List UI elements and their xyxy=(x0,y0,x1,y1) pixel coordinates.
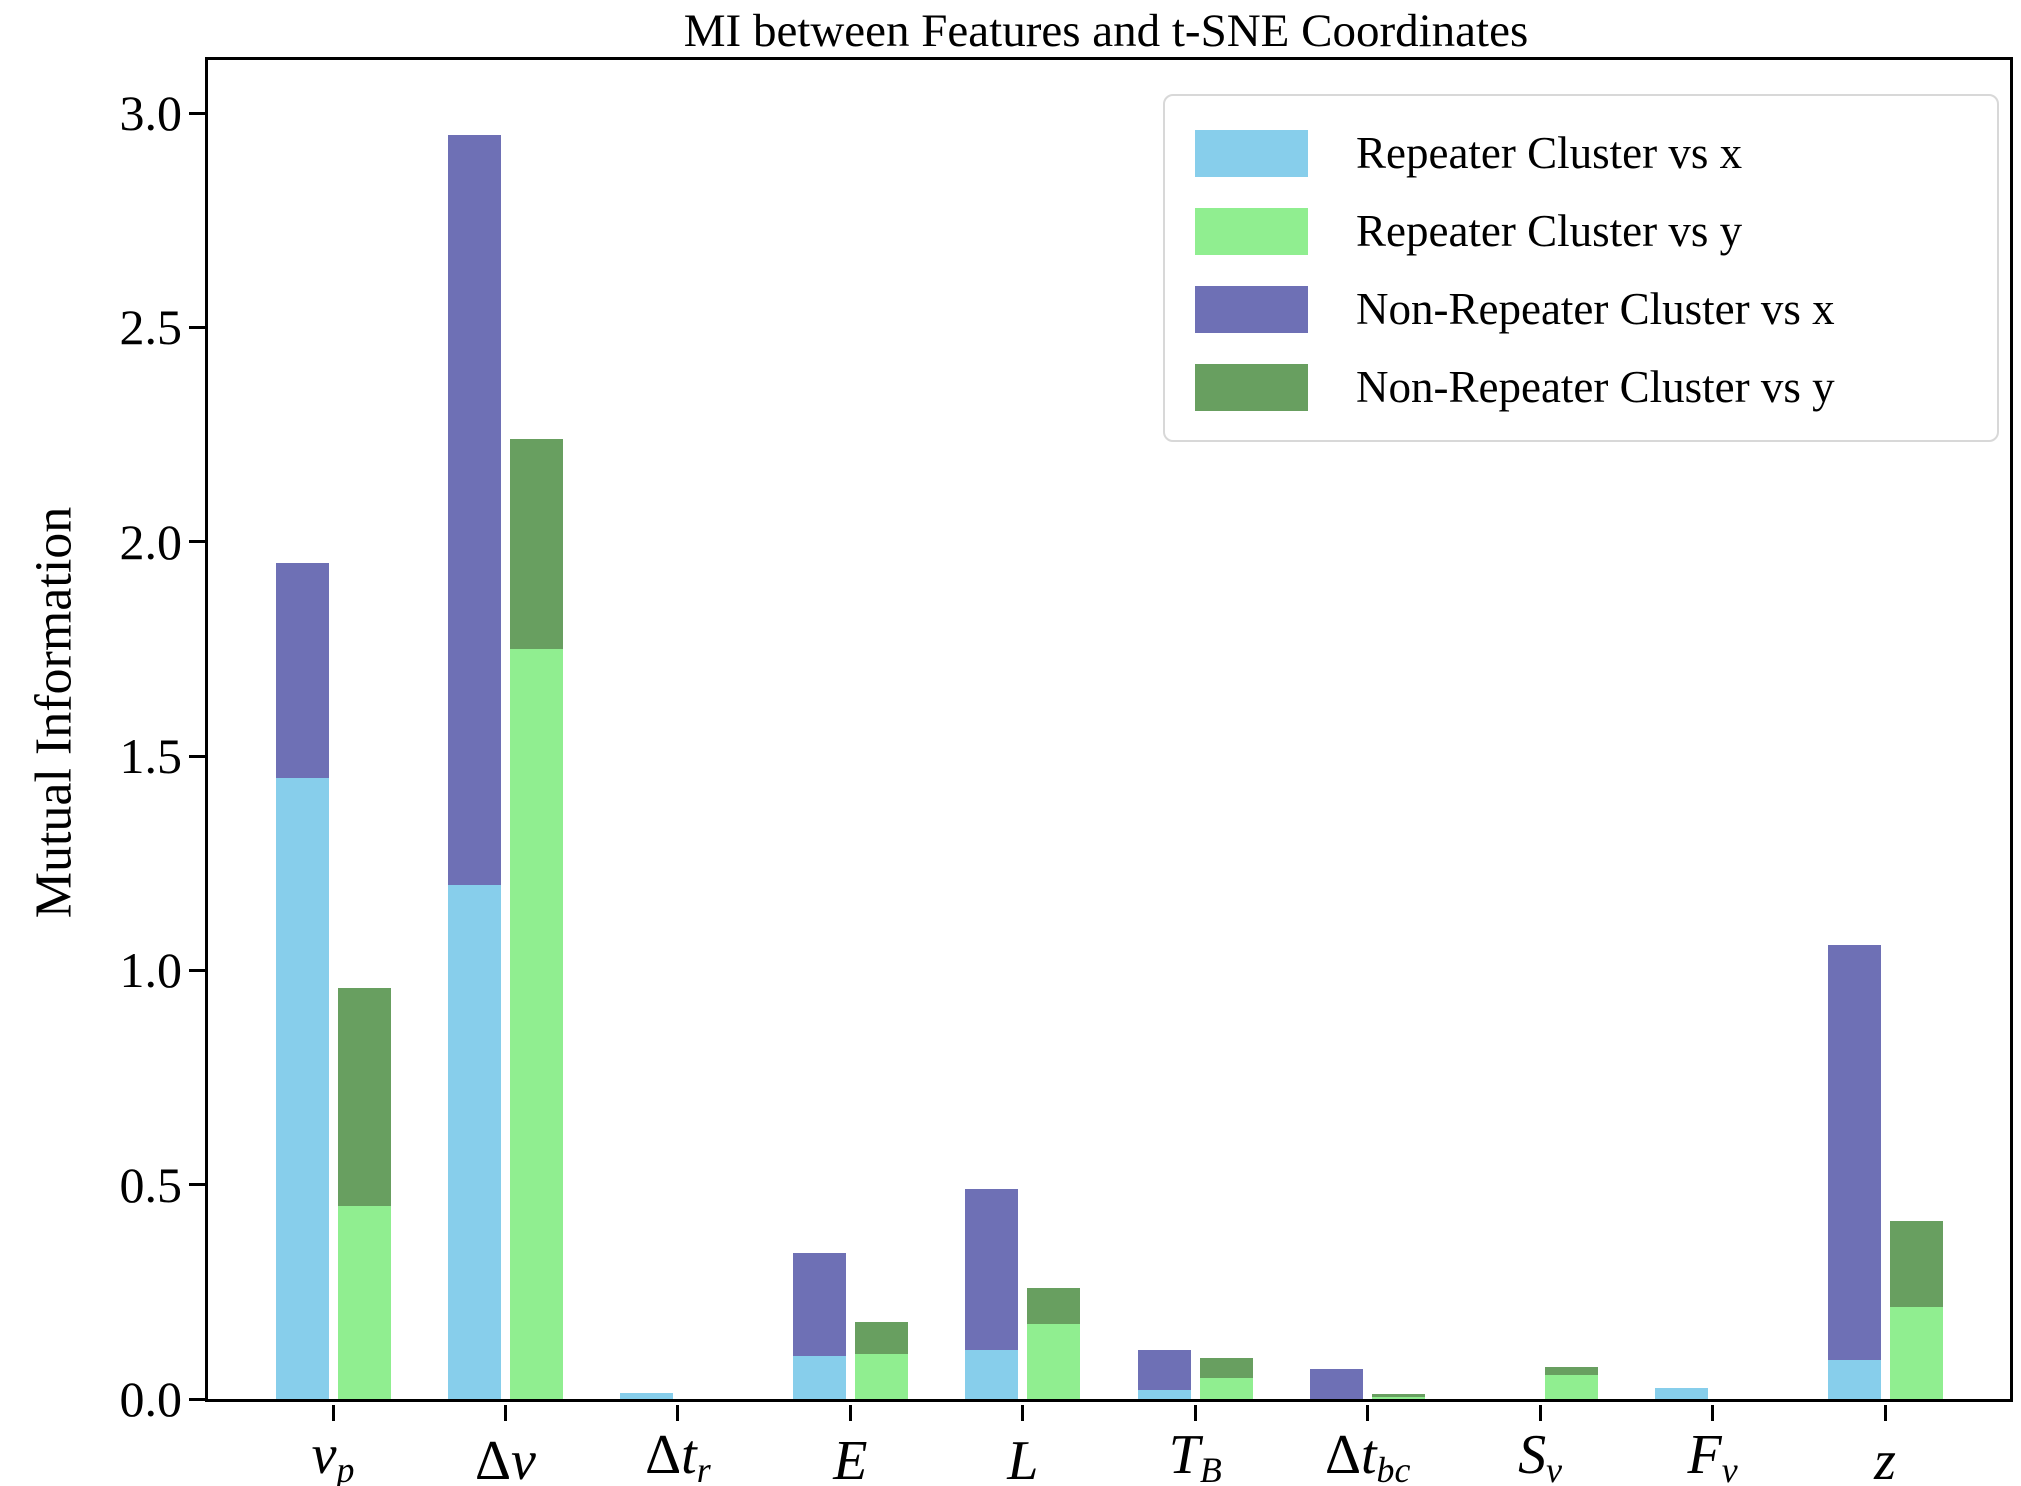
bar-segment-T_B-vs_y xyxy=(1199,1377,1253,1399)
bar-segment-delta_nu-vs_y xyxy=(509,648,563,1399)
x-tick-mark xyxy=(331,1405,335,1421)
y-tick-mark xyxy=(189,325,205,329)
y-tick-label: 0.0 xyxy=(119,1371,183,1427)
bar-segment-L-vs_x xyxy=(965,1349,1019,1399)
bar-segment-delta_t_bc-vs_y xyxy=(1372,1393,1426,1397)
bar-segment-z-vs_x xyxy=(1827,1360,1881,1399)
y-tick-label: 1.0 xyxy=(119,942,183,999)
bar-segment-nu_p-vs_y xyxy=(337,987,391,1207)
bar-segment-E-vs_x xyxy=(792,1356,846,1399)
x-tick-mark xyxy=(1366,1405,1370,1421)
legend-row: Repeater Cluster vs y xyxy=(1195,200,1997,262)
legend-row: Repeater Cluster vs x xyxy=(1195,122,1997,184)
x-tick-label-delta_t_bc: Δtbc xyxy=(1324,1424,1411,1486)
bar-segment-z-vs_x xyxy=(1827,944,1881,1361)
y-tick-mark xyxy=(189,754,205,758)
bar-segment-delta_t_bc-vs_y xyxy=(1372,1396,1426,1399)
bar-segment-T_B-vs_x xyxy=(1137,1349,1191,1391)
legend-swatch xyxy=(1195,363,1308,411)
x-tick-label-delta_t_r: Δtr xyxy=(645,1424,711,1486)
bar-segment-L-vs_x xyxy=(965,1189,1019,1350)
bar-segment-S_nu-vs_y xyxy=(1544,1366,1598,1376)
bar-segment-delta_nu-vs_x xyxy=(447,134,501,885)
bar-segment-nu_p-vs_x xyxy=(275,563,329,778)
y-tick-mark xyxy=(189,111,205,115)
legend-label: Non-Repeater Cluster vs x xyxy=(1356,284,1835,334)
x-tick-label-S_nu: Sν xyxy=(1518,1424,1563,1486)
y-tick-label: 1.5 xyxy=(119,728,183,785)
bar-segment-delta_t_bc-vs_x xyxy=(1310,1369,1364,1399)
bar-segment-E-vs_y xyxy=(854,1354,908,1399)
x-tick-label-L: L xyxy=(1007,1430,1039,1486)
x-tick-label-z: z xyxy=(1874,1430,1896,1486)
x-tick-label-F_nu: Fν xyxy=(1687,1424,1738,1486)
y-tick-mark xyxy=(189,540,205,544)
x-tick-label-nu_p: νp xyxy=(311,1424,355,1486)
plot-area: 0.0 0.5 1.0 1.5 2.0 2.5 3.0 νp Δν Δtr E L TB Δtbc Sν F… xyxy=(120,57,2013,1486)
x-tick-mark xyxy=(676,1405,680,1421)
bar-segment-z-vs_y xyxy=(1889,1306,1943,1399)
bar-segment-delta_nu-vs_y xyxy=(509,438,563,649)
bar-segment-z-vs_y xyxy=(1889,1221,1943,1307)
y-tick-mark xyxy=(189,1397,205,1401)
bar-segment-T_B-vs_y xyxy=(1199,1358,1253,1378)
x-tick-mark xyxy=(503,1405,507,1421)
legend-label: Repeater Cluster vs y xyxy=(1356,206,1743,256)
legend-label: Repeater Cluster vs x xyxy=(1356,128,1743,178)
x-tick-mark xyxy=(1538,1405,1542,1421)
x-tick-mark xyxy=(1021,1405,1025,1421)
legend: Repeater Cluster vs x Repeater Cluster vs… xyxy=(1163,94,1999,442)
x-tick-label-T_B: TB xyxy=(1168,1424,1222,1486)
x-tick-label-E: E xyxy=(833,1430,868,1486)
chart-title: MI between Features and t-SNE Coordinate… xyxy=(683,5,1529,57)
bar-segment-nu_p-vs_y xyxy=(337,1206,391,1399)
legend-swatch xyxy=(1195,129,1308,177)
x-tick-mark xyxy=(1193,1405,1197,1421)
legend-row: Non-Repeater Cluster vs x xyxy=(1195,278,1997,340)
x-tick-label-delta_nu: Δν xyxy=(475,1430,536,1486)
bar-segment-L-vs_y xyxy=(1027,1287,1081,1324)
legend-swatch xyxy=(1195,285,1308,333)
bar-segment-S_nu-vs_y xyxy=(1544,1375,1598,1399)
legend-label: Non-Repeater Cluster vs y xyxy=(1356,362,1835,412)
x-tick-mark xyxy=(1883,1405,1887,1421)
bar-segment-delta_nu-vs_x xyxy=(447,884,501,1399)
y-tick-mark xyxy=(189,968,205,972)
x-tick-mark xyxy=(1711,1405,1715,1421)
bar-segment-delta_t_r-vs_x xyxy=(620,1392,674,1399)
y-tick-label: 3.0 xyxy=(119,85,183,142)
bar-segment-nu_p-vs_x xyxy=(275,777,329,1399)
legend-row: Non-Repeater Cluster vs y xyxy=(1195,356,1997,418)
bar-segment-T_B-vs_x xyxy=(1137,1390,1191,1399)
bar-segment-E-vs_x xyxy=(792,1253,846,1357)
y-tick-label: 0.5 xyxy=(119,1156,183,1213)
y-tick-label: 2.5 xyxy=(119,299,183,356)
y-tick-label: 2.0 xyxy=(119,513,183,570)
legend-swatch xyxy=(1195,207,1308,255)
x-tick-mark xyxy=(848,1405,852,1421)
bar-segment-L-vs_y xyxy=(1027,1324,1081,1399)
bar-segment-E-vs_y xyxy=(854,1321,908,1354)
y-tick-mark xyxy=(189,1183,205,1187)
bar-segment-F_nu-vs_x xyxy=(1655,1387,1709,1399)
